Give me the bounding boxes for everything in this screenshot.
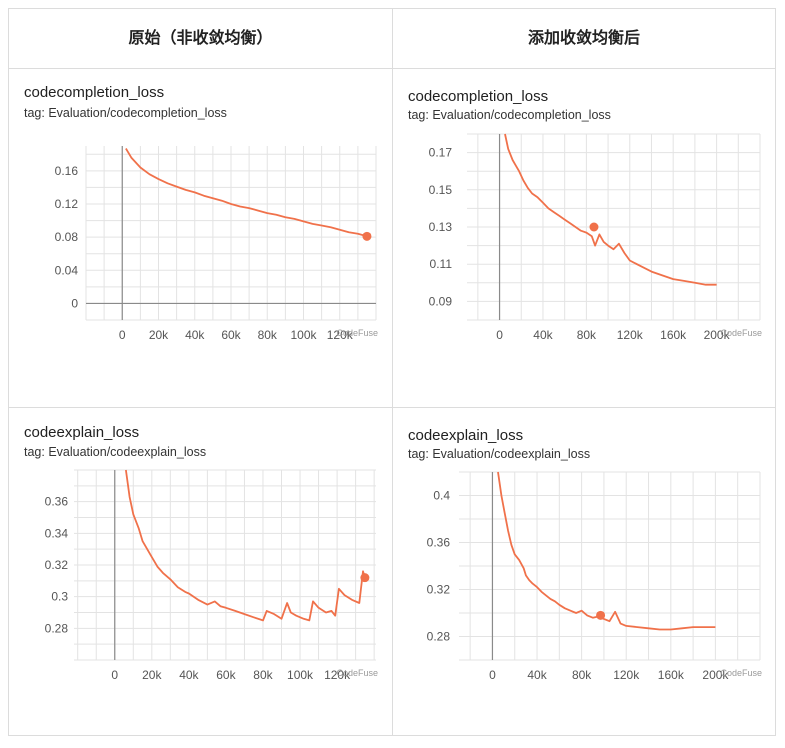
watermark-text: CodeFuse — [336, 668, 378, 678]
y-tick-label: 0.12 — [55, 197, 79, 211]
chart-svg: 0.28 0.3 0.32 0.34 0.36 0 20k 40k 60k 80k 100k 120k… — [45, 469, 378, 682]
x-tick-label: 200k — [704, 328, 731, 342]
y-tick-label: 0.28 — [427, 630, 451, 644]
row-divider — [9, 407, 775, 408]
header-divider — [9, 68, 775, 69]
watermark-text: CodeFuse — [720, 668, 762, 678]
y-tick-label: 0.13 — [429, 220, 453, 234]
y-tick-label: 0.04 — [55, 263, 79, 277]
chart-svg: 0 0.04 0.08 0.12 0.16 0 20k 40k 60k 80k 100k 120kCo… — [55, 146, 378, 342]
chart-panel-top-left: codecompletion_loss tag: Evaluation/code… — [8, 68, 391, 406]
series-line — [125, 148, 368, 238]
x-tick-label: 60k — [216, 668, 236, 682]
chart-tag: tag: Evaluation/codeexplain_loss — [24, 445, 207, 459]
y-tick-label: 0.36 — [427, 536, 451, 550]
comparison-table: 原始（非收敛均衡） 添加收敛均衡后 — [8, 8, 776, 736]
y-tick-label: 0 — [71, 296, 78, 310]
y-tick-label: 0.4 — [433, 489, 450, 503]
x-tick-label: 40k — [527, 668, 547, 682]
x-tick-label: 100k — [290, 328, 317, 342]
header-left: 原始（非收敛均衡） — [128, 30, 273, 47]
series-marker-point — [589, 222, 599, 232]
watermark-text: CodeFuse — [336, 328, 378, 338]
series-marker-point — [362, 231, 372, 241]
chart-svg: 0.28 0.32 0.36 0.4 0 40k 80k 120k 160k 200kCodeFu… — [427, 471, 762, 682]
x-tick-label: 200k — [702, 668, 729, 682]
header-right: 添加收敛均衡后 — [527, 30, 640, 47]
chart-title: codeexplain_loss — [24, 424, 140, 441]
y-tick-label: 0.16 — [55, 164, 79, 178]
series-line — [125, 469, 366, 622]
chart-svg: 0.09 0.11 0.13 0.15 0.17 0 40k 80k 120k 160k 200kC… — [429, 133, 762, 342]
x-tick-label: 0 — [496, 328, 503, 342]
x-tick-label: 100k — [287, 668, 314, 682]
chart-panel-bottom-left: codeexplain_loss tag: Evaluation/codeexp… — [8, 408, 391, 738]
chart-tag: tag: Evaluation/codecompletion_loss — [408, 108, 611, 122]
x-tick-label: 40k — [179, 668, 199, 682]
y-tick-label: 0.15 — [429, 183, 453, 197]
y-tick-label: 0.34 — [45, 526, 69, 540]
y-tick-label: 0.09 — [429, 294, 453, 308]
x-tick-label: 160k — [660, 328, 687, 342]
series-marker-point — [360, 573, 370, 583]
y-tick-label: 0.3 — [51, 590, 68, 604]
x-tick-label: 120k — [617, 328, 644, 342]
x-tick-label: 0 — [111, 668, 118, 682]
x-tick-label: 120k — [327, 328, 354, 342]
chart-panel-bottom-right: codeexplain_loss tag: Evaluation/codeexp… — [392, 408, 775, 738]
chart-panel-top-right: codecompletion_loss tag: Evaluation/code… — [392, 68, 775, 406]
chart-title: codecompletion_loss — [24, 84, 165, 101]
x-tick-label: 80k — [572, 668, 592, 682]
x-tick-label: 80k — [258, 328, 278, 342]
x-tick-label: 20k — [142, 668, 162, 682]
y-tick-label: 0.28 — [45, 621, 69, 635]
series-marker-point — [596, 610, 606, 620]
y-tick-label: 0.08 — [55, 230, 79, 244]
x-tick-label: 160k — [658, 668, 685, 682]
y-tick-label: 0.11 — [430, 257, 453, 271]
x-tick-label: 80k — [253, 668, 273, 682]
y-tick-label: 0.17 — [429, 146, 453, 160]
column-divider — [392, 9, 393, 735]
chart-tag: tag: Evaluation/codeexplain_loss — [408, 447, 591, 461]
x-tick-label: 40k — [185, 328, 205, 342]
x-tick-label: 80k — [577, 328, 597, 342]
x-tick-label: 0 — [119, 328, 126, 342]
y-tick-label: 0.32 — [427, 583, 451, 597]
x-tick-label: 0 — [489, 668, 496, 682]
series-line — [504, 133, 717, 286]
x-tick-label: 20k — [149, 328, 169, 342]
x-tick-label: 40k — [533, 328, 553, 342]
chart-tag: tag: Evaluation/codecompletion_loss — [24, 106, 227, 120]
x-tick-label: 60k — [221, 328, 241, 342]
series-line — [497, 471, 716, 631]
watermark-text: CodeFuse — [720, 328, 762, 338]
x-tick-label: 120k — [613, 668, 640, 682]
chart-title: codecompletion_loss — [408, 88, 549, 105]
y-tick-label: 0.36 — [45, 495, 69, 509]
chart-title: codeexplain_loss — [408, 427, 524, 444]
y-tick-label: 0.32 — [45, 558, 69, 572]
x-tick-label: 120k — [324, 668, 351, 682]
